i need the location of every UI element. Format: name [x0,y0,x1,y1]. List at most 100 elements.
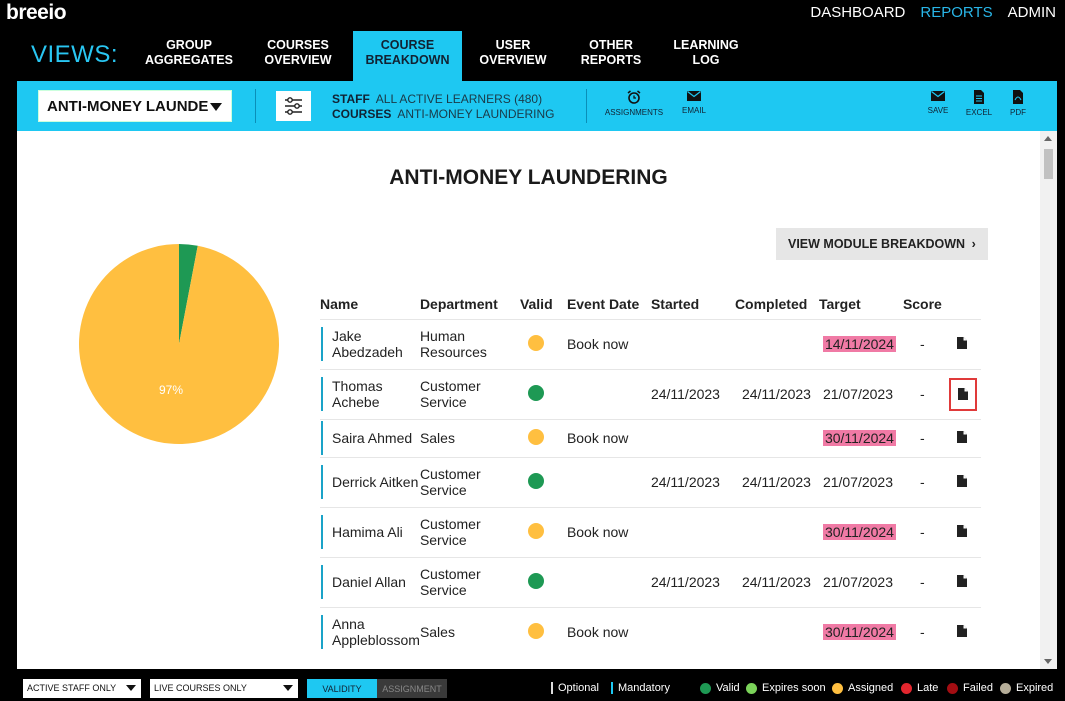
pie-slice-label: 97% [159,383,183,397]
table-row[interactable]: Hamima Ali Customer Service Book now 30/11/… [320,506,981,557]
table-row[interactable]: Jake Abedzadeh Human Resources Book now 14/… [320,318,981,369]
legend-label: Assigned [848,682,894,694]
table-row[interactable]: Thomas Achebe Customer Service 24/11/2023 2… [320,368,981,419]
footer-bar: ACTIVE STAFF ONLY LIVE COURSES ONLY VALI… [0,669,1065,701]
col-event-date[interactable]: Event Date [566,295,640,312]
tab-learning-log[interactable]: LEARNING LOG [666,31,746,81]
started-date [650,418,735,457]
excel-label: EXCEL [965,108,993,117]
target-date: 30/11/2024 [822,430,896,446]
legend-label: Optional [558,682,599,694]
report-document-button[interactable] [949,574,967,590]
event-date[interactable]: Book now [566,506,651,557]
assignments-button[interactable]: ASSIGNMENTS [603,90,665,117]
tab-course-breakdown[interactable]: COURSE BREAKDOWN [353,31,462,81]
status-dot [527,522,544,539]
excel-button[interactable]: EXCEL [963,90,995,117]
tab-group-aggregates[interactable]: GROUP AGGREGATES [138,31,240,81]
legend-label: Mandatory [618,682,670,694]
course-select[interactable]: ANTI-MONEY LAUNDE [38,90,232,122]
event-date[interactable]: Book now [566,606,651,657]
status-dot [527,384,544,401]
validity-toggle[interactable]: VALIDITY [307,679,377,698]
col-started[interactable]: Started [650,295,700,312]
legend-optional: Optional [551,682,599,694]
staff-filter-select[interactable]: ACTIVE STAFF ONLY [23,679,141,698]
learner-name[interactable]: Derrick Aitken [321,465,420,499]
report-document-button[interactable] [949,430,967,446]
report-document-button[interactable] [949,474,967,490]
table-row[interactable]: Derrick Aitken Customer Service 24/11/2023… [320,456,981,507]
score: - [902,606,943,657]
staff-label: STAFF [332,92,370,106]
col-completed[interactable]: Completed [734,295,808,312]
tab-other-reports[interactable]: OTHER REPORTS [572,31,650,81]
legend-expired: Expired [1000,682,1053,694]
learner-name[interactable]: Daniel Allan [321,565,420,599]
scroll-down-arrow-icon[interactable] [1044,659,1052,664]
document-icon [974,90,984,104]
save-button[interactable]: SAVE [925,90,951,115]
status-dot-icon [746,682,757,694]
document-icon [956,625,967,638]
event-date[interactable]: Book now [566,418,651,457]
col-report [943,289,981,319]
legend-label: Valid [716,682,740,694]
email-label: EMAIL [681,106,706,115]
score: - [902,456,943,507]
event-date [566,368,651,419]
learner-name[interactable]: Thomas Achebe [321,377,420,411]
started-date [650,506,735,557]
email-button[interactable]: EMAIL [678,90,710,115]
col-score[interactable]: Score [902,295,942,312]
save-label: SAVE [927,106,949,115]
started-date: 24/11/2023 [650,456,735,507]
started-date: 24/11/2023 [650,368,735,419]
learner-name[interactable]: Saira Ahmed [321,421,420,455]
page-title: ANTI-MONEY LAUNDERING [389,166,668,189]
scroll-thumb[interactable] [1044,149,1053,179]
report-document-button[interactable] [949,336,967,352]
col-valid[interactable]: Valid [519,295,553,312]
filter-button[interactable] [276,91,311,121]
col-department[interactable]: Department [419,295,498,312]
assignment-toggle[interactable]: ASSIGNMENT [377,679,447,698]
tab-line: BREAKDOWN [365,53,450,67]
pdf-button[interactable]: PDF [1007,90,1029,117]
divider [255,89,256,123]
course-filter-select[interactable]: LIVE COURSES ONLY [150,679,298,698]
view-module-breakdown-button[interactable]: VIEW MODULE BREAKDOWN › [776,228,988,260]
score: - [902,318,943,369]
scroll-up-arrow-icon[interactable] [1044,136,1052,141]
learner-name[interactable]: Hamima Ali [321,515,420,549]
nav-dashboard[interactable]: DASHBOARD [810,4,906,21]
table-row[interactable]: Saira Ahmed Sales Book now 30/11/2024- [320,418,981,457]
department: Sales [419,418,520,457]
report-document-button[interactable] [948,377,977,411]
table-row[interactable]: Daniel Allan Customer Service 24/11/2023 24… [320,556,981,607]
pdf-label: PDF [1010,108,1026,117]
vertical-scrollbar[interactable] [1040,131,1057,669]
table-row[interactable]: Anna Appleblossom Sales Book now 30/11/2024… [320,606,981,657]
staff-filter-value: ACTIVE STAFF ONLY [27,683,117,693]
module-button-label: VIEW MODULE BREAKDOWN [788,237,966,251]
tab-line: GROUP [166,38,212,52]
col-name[interactable]: Name [320,295,359,312]
started-date: 24/11/2023 [650,556,735,607]
document-icon [956,431,967,443]
pie-slice[interactable] [79,244,279,444]
tab-courses-overview[interactable]: COURSES OVERVIEW [253,31,343,81]
pie-slice[interactable] [179,244,198,344]
breeio-logo[interactable]: breeio [6,1,67,25]
event-date[interactable]: Book now [566,318,651,369]
col-target[interactable]: Target [818,295,861,312]
nav-admin[interactable]: ADMIN [1007,4,1056,21]
report-document-button[interactable] [949,524,967,540]
learner-name[interactable]: Jake Abedzadeh [321,327,420,361]
target-date: 14/11/2024 [822,336,896,352]
report-document-button[interactable] [949,624,967,640]
nav-reports[interactable]: REPORTS [920,4,993,21]
tab-user-overview[interactable]: USER OVERVIEW [472,31,554,81]
tab-line: LOG [692,53,720,67]
learner-name[interactable]: Anna Appleblossom [321,615,420,650]
